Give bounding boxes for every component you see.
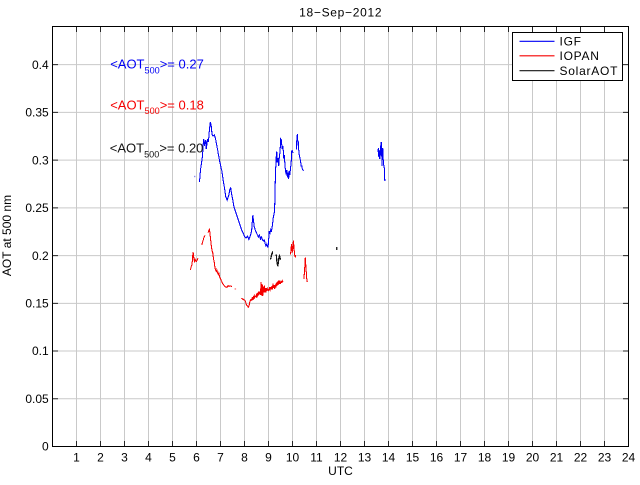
svg-text:15: 15 xyxy=(406,451,420,465)
svg-text:0.15: 0.15 xyxy=(25,297,49,311)
svg-text:5: 5 xyxy=(169,451,176,465)
svg-text:14: 14 xyxy=(382,451,396,465)
svg-text:19: 19 xyxy=(502,451,516,465)
svg-text:0.35: 0.35 xyxy=(25,106,49,120)
svg-text:IOPAN: IOPAN xyxy=(560,49,600,63)
svg-text:3: 3 xyxy=(121,451,128,465)
svg-text:2: 2 xyxy=(97,451,104,465)
svg-text:20: 20 xyxy=(526,451,540,465)
svg-text:18: 18 xyxy=(478,451,492,465)
svg-text:21: 21 xyxy=(550,451,564,465)
svg-text:0.1: 0.1 xyxy=(32,344,49,358)
svg-text:18−Sep−2012: 18−Sep−2012 xyxy=(299,6,382,20)
svg-text:16: 16 xyxy=(430,451,444,465)
svg-text:0.3: 0.3 xyxy=(32,153,49,167)
svg-text:0.25: 0.25 xyxy=(25,201,49,215)
svg-text:0.2: 0.2 xyxy=(32,249,49,263)
svg-text:0.05: 0.05 xyxy=(25,392,49,406)
svg-text:17: 17 xyxy=(454,451,468,465)
svg-text:23: 23 xyxy=(598,451,612,465)
svg-text:6: 6 xyxy=(193,451,200,465)
svg-text:4: 4 xyxy=(145,451,152,465)
svg-text:7: 7 xyxy=(217,451,224,465)
svg-text:11: 11 xyxy=(310,451,323,465)
svg-text:10: 10 xyxy=(286,451,300,465)
svg-text:IGF: IGF xyxy=(560,35,582,49)
svg-text:0: 0 xyxy=(42,440,49,454)
svg-text:13: 13 xyxy=(358,451,372,465)
svg-text:<AOT500>= 0.20: <AOT500>= 0.20 xyxy=(110,141,204,160)
svg-text:9: 9 xyxy=(265,451,272,465)
svg-text:<AOT500>= 0.18: <AOT500>= 0.18 xyxy=(110,97,204,116)
svg-text:24: 24 xyxy=(622,451,636,465)
svg-text:12: 12 xyxy=(334,451,348,465)
svg-text:1: 1 xyxy=(73,451,80,465)
svg-text:SolarAOT: SolarAOT xyxy=(560,64,619,78)
svg-text:22: 22 xyxy=(574,451,588,465)
svg-text:<AOT500>= 0.27: <AOT500>= 0.27 xyxy=(110,57,204,76)
svg-text:UTC: UTC xyxy=(328,464,353,478)
svg-text:AOT at 500 nm: AOT at 500 nm xyxy=(0,195,14,276)
svg-text:8: 8 xyxy=(241,451,248,465)
svg-text:0.4: 0.4 xyxy=(32,58,49,72)
